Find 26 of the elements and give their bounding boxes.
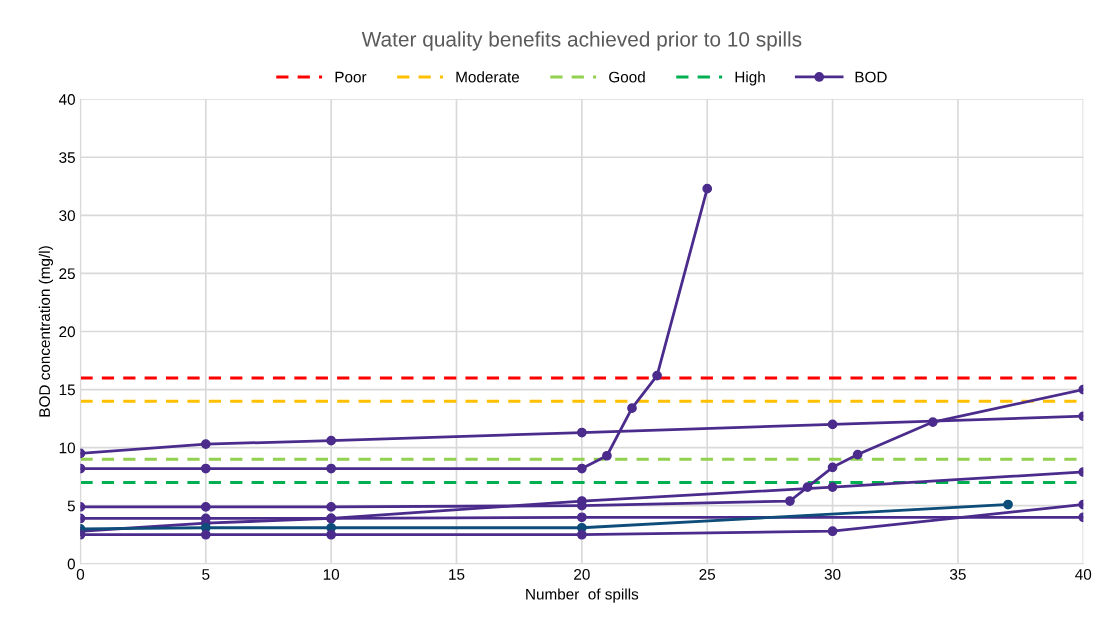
y-tick-label: 20 [59,326,75,338]
y-axis-title: BOD concentration (mg/l) [38,246,54,417]
x-tick-label: 35 [950,569,966,580]
x-tick-label: 15 [449,569,465,580]
chart-title: Water quality benefits achieved prior to 10 spills [361,31,802,51]
x-tick-label: 20 [574,569,590,580]
y-tick-label: 5 [67,500,75,512]
y-tick-label: 40 [58,94,75,105]
x-tick-label: 25 [699,569,716,580]
y-tick-label: 30 [59,210,75,222]
y-tick-label: 0 [67,558,75,570]
x-tick-label: 40 [1075,569,1092,580]
x-axis-title: Number of spills [526,588,639,603]
y-tick-label: 10 [59,442,75,454]
x-tick-label: 30 [824,569,841,580]
x-tick-label: 5 [202,569,210,580]
legend-label: Good [609,71,645,83]
legend-label: Moderate [456,71,520,83]
legend-label: High [735,71,765,86]
y-tick-label: 35 [59,152,75,163]
x-tick-label: 10 [323,569,340,580]
y-tick-label: 25 [59,268,75,280]
legend-label: Poor [335,71,367,83]
legend-label: BOD [855,71,887,83]
x-tick-label: 0 [76,569,85,580]
y-tick-label: 15 [59,384,75,396]
